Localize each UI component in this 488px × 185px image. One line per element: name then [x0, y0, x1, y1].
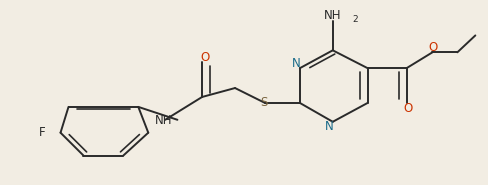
Text: 2: 2	[351, 15, 357, 23]
Text: NH: NH	[324, 9, 341, 21]
Text: N: N	[324, 120, 332, 133]
Text: N: N	[291, 57, 300, 70]
Text: NH: NH	[155, 114, 172, 127]
Text: O: O	[200, 51, 209, 64]
Text: F: F	[39, 126, 46, 139]
Text: S: S	[259, 95, 266, 109]
Text: O: O	[428, 41, 437, 54]
Text: O: O	[403, 102, 412, 115]
